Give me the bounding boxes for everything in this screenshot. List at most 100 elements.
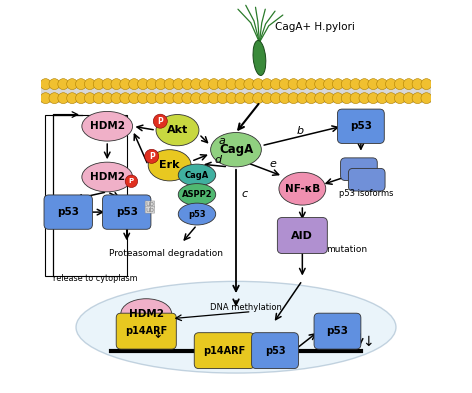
Circle shape bbox=[235, 79, 246, 90]
Circle shape bbox=[102, 93, 113, 104]
Circle shape bbox=[93, 79, 104, 90]
Ellipse shape bbox=[156, 114, 199, 146]
FancyBboxPatch shape bbox=[341, 158, 377, 180]
Ellipse shape bbox=[76, 281, 396, 373]
Circle shape bbox=[341, 79, 352, 90]
Circle shape bbox=[84, 93, 95, 104]
Circle shape bbox=[76, 93, 86, 104]
FancyBboxPatch shape bbox=[252, 333, 298, 369]
Text: CagA: CagA bbox=[219, 143, 253, 156]
Circle shape bbox=[84, 79, 95, 90]
Text: mutation: mutation bbox=[326, 245, 367, 253]
Ellipse shape bbox=[82, 162, 133, 192]
Text: AID: AID bbox=[291, 231, 313, 241]
FancyBboxPatch shape bbox=[337, 109, 384, 143]
Circle shape bbox=[164, 93, 175, 104]
Text: p53: p53 bbox=[350, 121, 372, 131]
Text: P: P bbox=[158, 117, 163, 126]
FancyBboxPatch shape bbox=[44, 195, 93, 229]
Text: p53 isoforms: p53 isoforms bbox=[339, 189, 394, 198]
Text: p14ARF: p14ARF bbox=[203, 345, 245, 356]
FancyBboxPatch shape bbox=[278, 218, 327, 253]
Text: ub: ub bbox=[145, 207, 154, 213]
Text: d: d bbox=[215, 155, 222, 165]
Circle shape bbox=[217, 79, 228, 90]
Circle shape bbox=[386, 93, 396, 104]
Circle shape bbox=[359, 79, 370, 90]
Circle shape bbox=[261, 93, 272, 104]
Text: P: P bbox=[129, 178, 134, 184]
Ellipse shape bbox=[178, 164, 216, 186]
Ellipse shape bbox=[211, 132, 261, 167]
Circle shape bbox=[297, 93, 308, 104]
Ellipse shape bbox=[279, 172, 326, 205]
Circle shape bbox=[315, 79, 326, 90]
Circle shape bbox=[359, 93, 370, 104]
Circle shape bbox=[332, 79, 343, 90]
Text: HDM2: HDM2 bbox=[90, 121, 125, 131]
Circle shape bbox=[111, 93, 122, 104]
Text: p53: p53 bbox=[116, 207, 138, 217]
Text: ASPP2: ASPP2 bbox=[182, 190, 212, 199]
Circle shape bbox=[153, 114, 167, 128]
Text: CagA+ H.pylori: CagA+ H.pylori bbox=[275, 22, 355, 32]
Circle shape bbox=[40, 79, 51, 90]
Ellipse shape bbox=[178, 203, 216, 225]
Text: release to cytoplasm: release to cytoplasm bbox=[52, 274, 137, 283]
Circle shape bbox=[297, 79, 308, 90]
Ellipse shape bbox=[178, 184, 216, 206]
Text: p53: p53 bbox=[57, 207, 79, 217]
Circle shape bbox=[191, 79, 202, 90]
Circle shape bbox=[182, 93, 193, 104]
Circle shape bbox=[323, 79, 335, 90]
Circle shape bbox=[93, 93, 104, 104]
Circle shape bbox=[395, 93, 405, 104]
Circle shape bbox=[253, 93, 263, 104]
Text: ↓: ↓ bbox=[362, 335, 374, 349]
Circle shape bbox=[155, 79, 166, 90]
Text: Erk: Erk bbox=[160, 160, 180, 170]
Text: p53: p53 bbox=[188, 209, 206, 219]
Circle shape bbox=[332, 93, 343, 104]
Circle shape bbox=[145, 149, 159, 163]
Circle shape bbox=[76, 79, 86, 90]
Circle shape bbox=[173, 93, 184, 104]
Ellipse shape bbox=[253, 40, 266, 75]
Circle shape bbox=[58, 93, 69, 104]
Circle shape bbox=[244, 79, 255, 90]
Circle shape bbox=[182, 79, 193, 90]
Text: p53: p53 bbox=[327, 326, 348, 336]
Bar bbox=[41, 81, 431, 103]
Circle shape bbox=[200, 79, 211, 90]
Circle shape bbox=[49, 93, 60, 104]
Circle shape bbox=[58, 79, 69, 90]
Circle shape bbox=[395, 79, 405, 90]
Bar bbox=[45, 114, 127, 277]
Circle shape bbox=[421, 79, 432, 90]
Circle shape bbox=[137, 79, 149, 90]
Circle shape bbox=[129, 79, 140, 90]
Text: b: b bbox=[296, 126, 303, 136]
Circle shape bbox=[209, 79, 219, 90]
Text: HDM2: HDM2 bbox=[90, 172, 125, 182]
Circle shape bbox=[306, 79, 317, 90]
Text: ub: ub bbox=[145, 201, 154, 207]
FancyBboxPatch shape bbox=[194, 333, 254, 369]
FancyBboxPatch shape bbox=[314, 313, 361, 349]
Circle shape bbox=[386, 79, 396, 90]
FancyBboxPatch shape bbox=[348, 169, 385, 191]
Ellipse shape bbox=[82, 112, 133, 141]
Circle shape bbox=[200, 93, 211, 104]
Text: P: P bbox=[149, 152, 155, 161]
Circle shape bbox=[412, 79, 423, 90]
Circle shape bbox=[155, 93, 166, 104]
Circle shape bbox=[111, 79, 122, 90]
Circle shape bbox=[226, 79, 237, 90]
Circle shape bbox=[146, 93, 157, 104]
Text: Akt: Akt bbox=[167, 125, 188, 135]
Circle shape bbox=[403, 93, 414, 104]
Circle shape bbox=[244, 93, 255, 104]
Circle shape bbox=[377, 79, 388, 90]
Circle shape bbox=[403, 79, 414, 90]
Text: DNA methylation: DNA methylation bbox=[210, 303, 282, 312]
